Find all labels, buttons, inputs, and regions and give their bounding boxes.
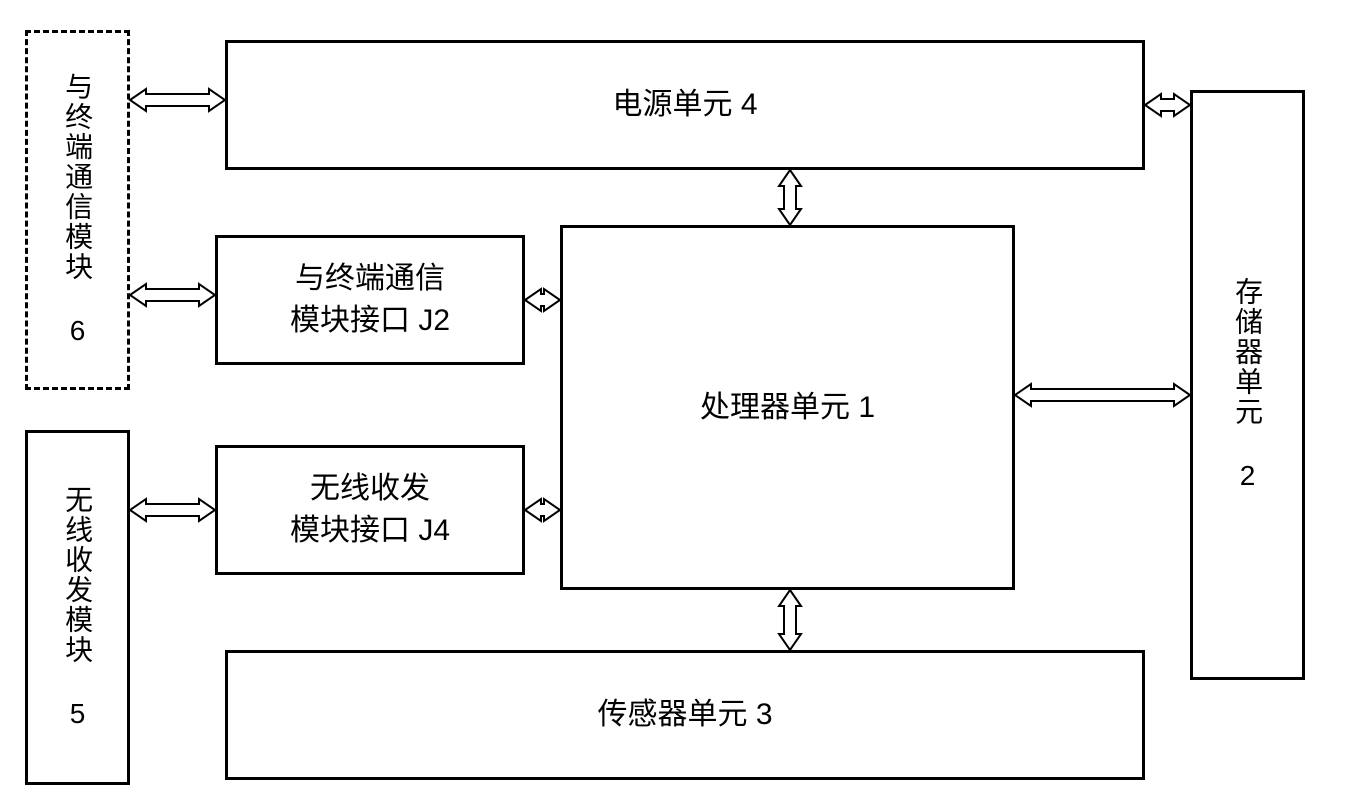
block-label-power: 电源单元 4 bbox=[612, 84, 757, 126]
block-radio_if: 无线收发模块接口 J4 bbox=[215, 445, 525, 575]
arrow-comm_module-comm_if bbox=[130, 284, 215, 306]
block-label-comm_if: 与终端通信模块接口 J2 bbox=[290, 258, 450, 342]
arrow-power-processor bbox=[779, 170, 801, 225]
block-label-sensor: 传感器单元 3 bbox=[597, 694, 772, 736]
block-power: 电源单元 4 bbox=[225, 40, 1145, 170]
arrow-comm_module-power bbox=[130, 89, 225, 111]
block-label-comm_module: 与终端通信模块 6 bbox=[58, 72, 97, 348]
arrow-processor-sensor bbox=[779, 590, 801, 650]
block-processor: 处理器单元 1 bbox=[560, 225, 1015, 590]
arrow-radio_if-processor bbox=[525, 499, 560, 521]
block-label-storage: 存储器单元 2 bbox=[1228, 277, 1267, 493]
arrow-radio_module-radio_if bbox=[130, 499, 215, 521]
block-radio_module: 无线收发模块 5 bbox=[25, 430, 130, 785]
block-comm_module: 与终端通信模块 6 bbox=[25, 30, 130, 390]
block-storage: 存储器单元 2 bbox=[1190, 90, 1305, 680]
block-sensor: 传感器单元 3 bbox=[225, 650, 1145, 780]
block-label-radio_if: 无线收发模块接口 J4 bbox=[290, 468, 450, 552]
arrow-comm_if-processor bbox=[525, 289, 560, 311]
arrow-power-storage bbox=[1145, 94, 1190, 116]
block-comm_if: 与终端通信模块接口 J2 bbox=[215, 235, 525, 365]
block-label-processor: 处理器单元 1 bbox=[700, 387, 875, 429]
block-label-radio_module: 无线收发模块 5 bbox=[58, 485, 97, 731]
arrow-processor-storage bbox=[1015, 384, 1190, 406]
